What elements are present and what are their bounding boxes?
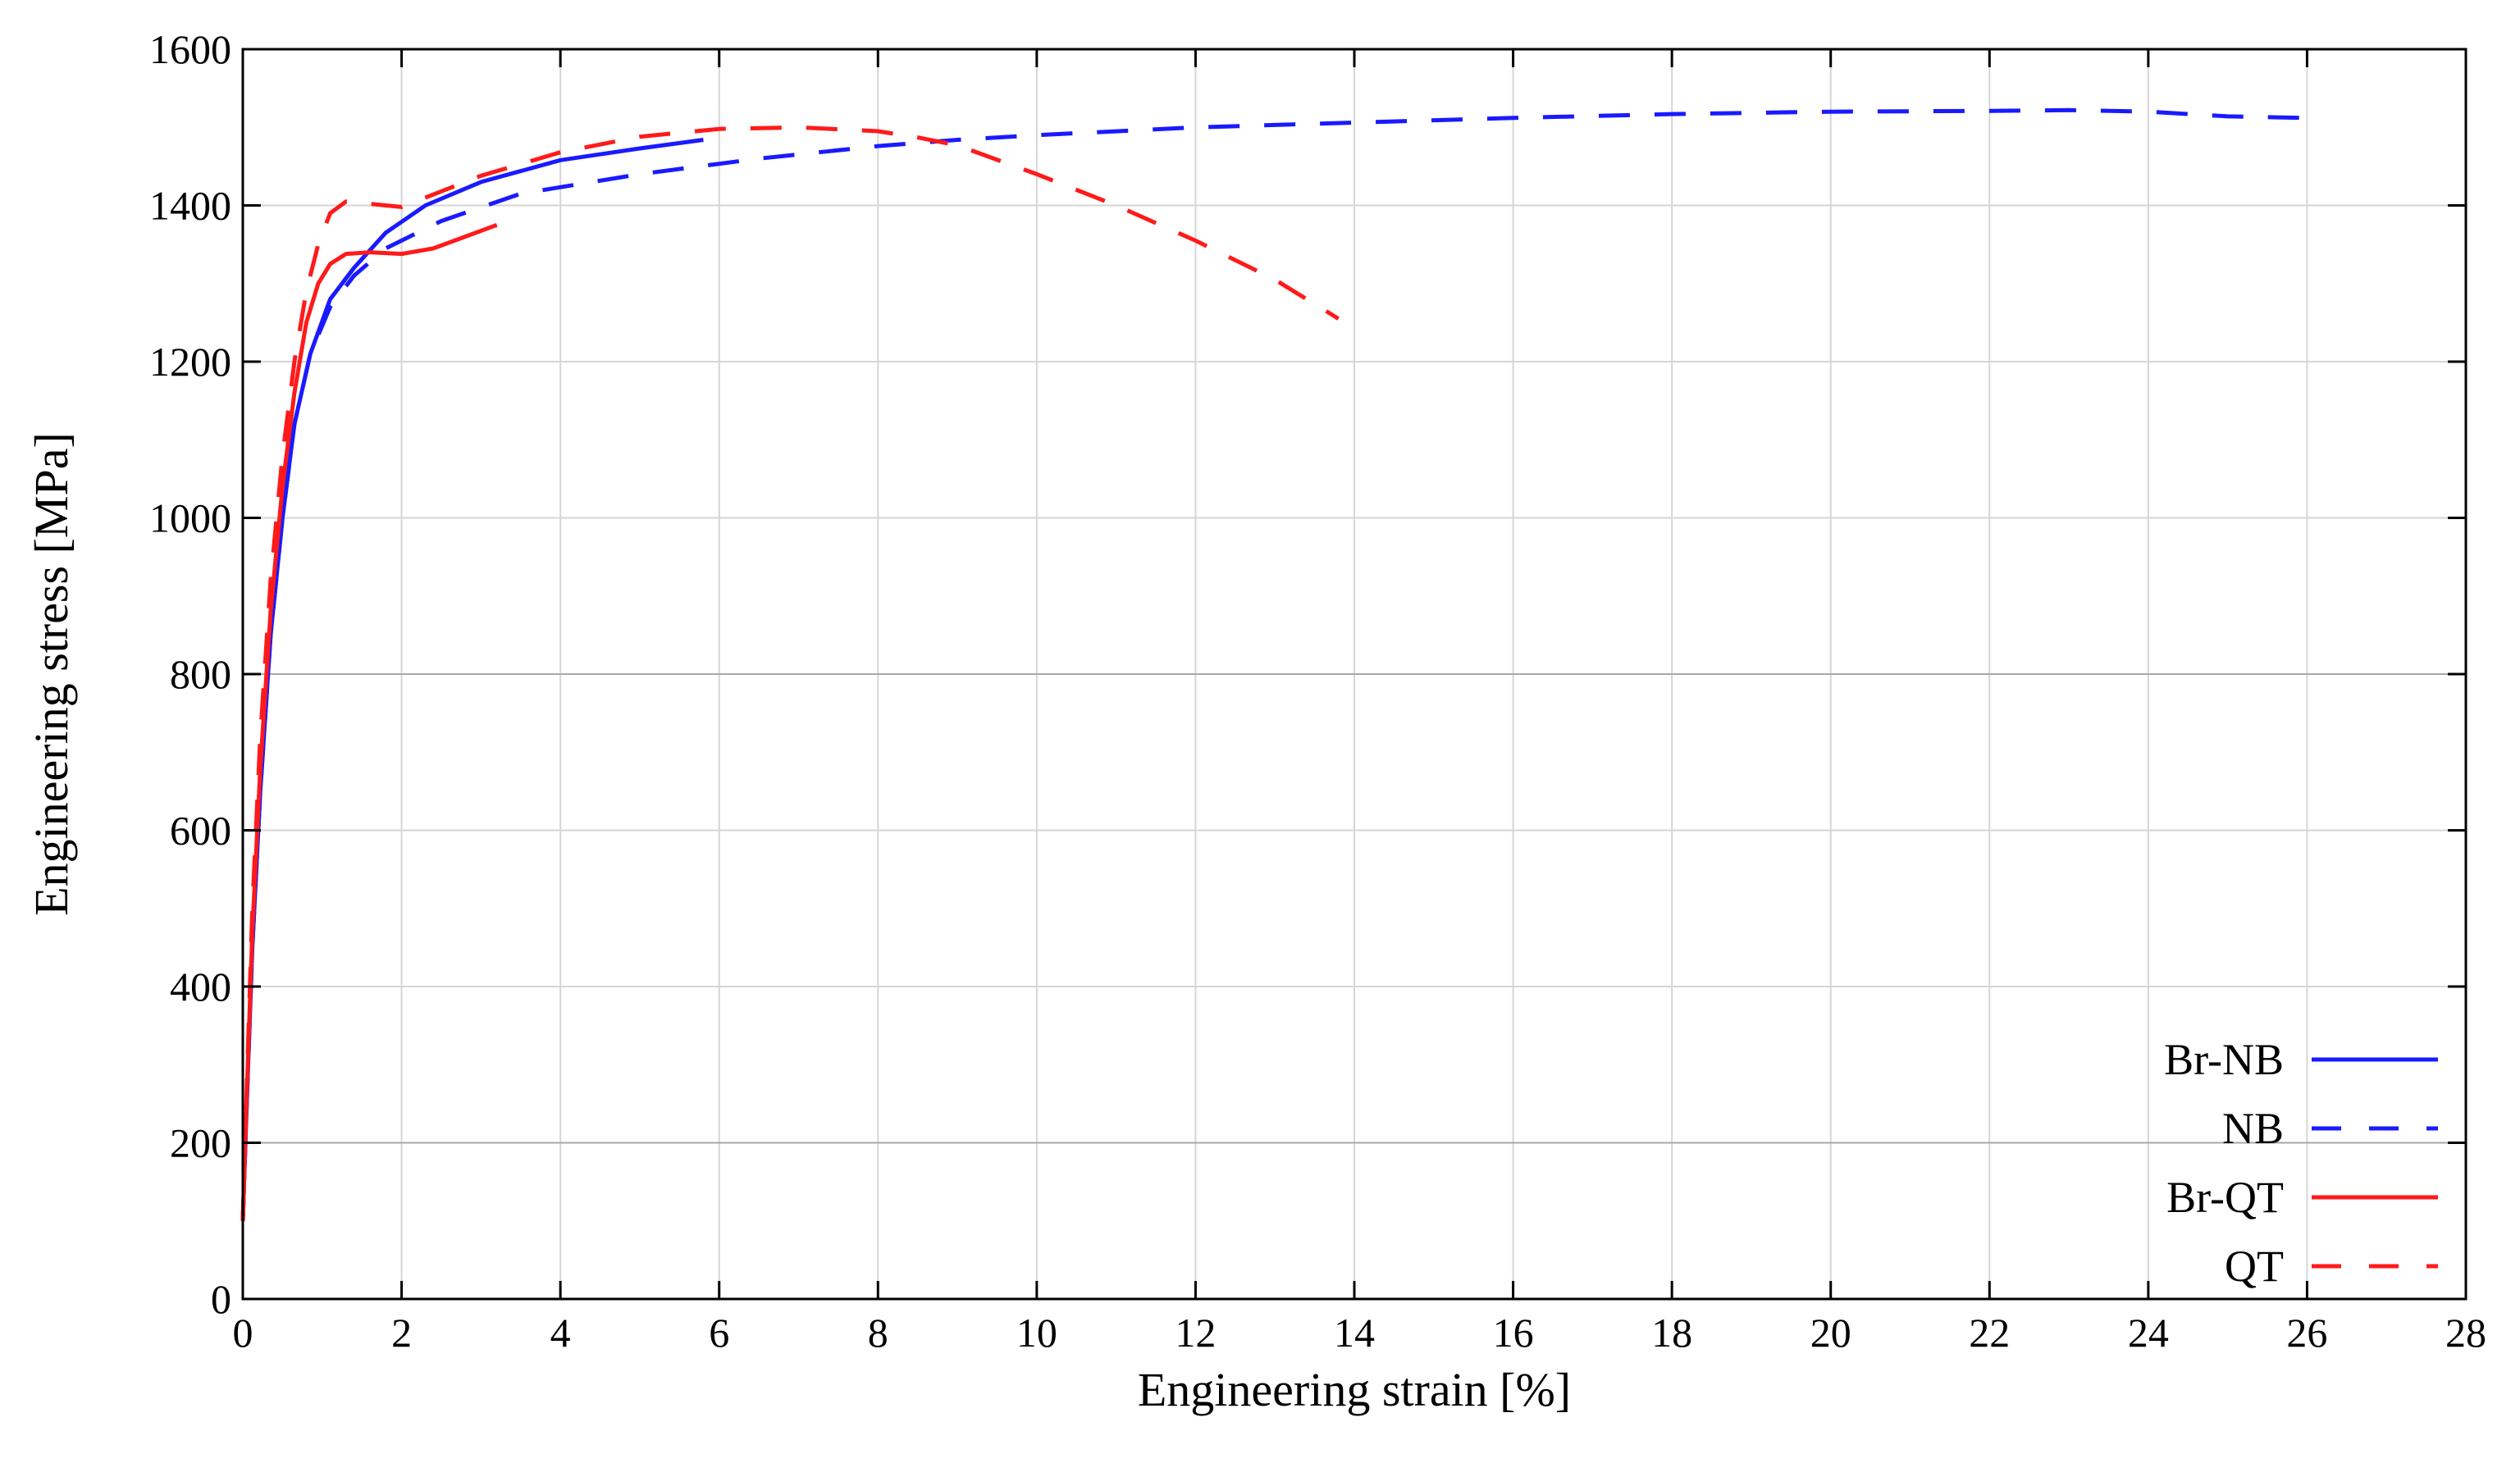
y-tick-label: 1400 bbox=[149, 183, 231, 229]
x-tick-label: 8 bbox=[868, 1310, 888, 1356]
y-tick-label: 1600 bbox=[149, 26, 231, 72]
legend-label: Br-QT bbox=[2166, 1173, 2284, 1222]
legend-label: QT bbox=[2225, 1242, 2284, 1291]
x-tick-label: 2 bbox=[391, 1310, 412, 1356]
x-tick-label: 14 bbox=[1334, 1310, 1375, 1356]
legend-label: Br-NB bbox=[2164, 1035, 2284, 1084]
x-axis-label: Engineering strain [%] bbox=[1138, 1363, 1571, 1416]
x-tick-label: 12 bbox=[1175, 1310, 1216, 1356]
x-tick-label: 26 bbox=[2286, 1310, 2327, 1356]
x-tick-label: 0 bbox=[233, 1310, 253, 1356]
legend-label: NB bbox=[2222, 1104, 2284, 1153]
x-axis-tick-labels: 0 2 4 6 8 10 12 14 16 18 20 22 24 26 28 bbox=[233, 1310, 2487, 1356]
x-tick-label: 24 bbox=[2128, 1310, 2169, 1356]
y-axis-tick-labels: 0 200 400 600 800 1000 1200 1400 1600 bbox=[149, 26, 231, 1322]
x-tick-label: 18 bbox=[1651, 1310, 1692, 1356]
x-tick-label: 28 bbox=[2445, 1310, 2486, 1356]
grid bbox=[243, 49, 2466, 1299]
series-line-br-qt bbox=[240, 222, 498, 1221]
x-tick-label: 16 bbox=[1493, 1310, 1534, 1356]
y-tick-label: 0 bbox=[211, 1276, 231, 1322]
x-tick-label: 10 bbox=[1016, 1310, 1057, 1356]
legend: Br-NB NB Br-QT QT bbox=[2164, 1035, 2438, 1291]
y-tick-label: 600 bbox=[170, 808, 231, 854]
y-tick-label: 800 bbox=[170, 651, 231, 697]
series-line-qt bbox=[240, 125, 1340, 1221]
axis-ticks bbox=[241, 48, 2468, 1301]
y-tick-label: 400 bbox=[170, 964, 231, 1010]
x-tick-label: 20 bbox=[1810, 1310, 1851, 1356]
x-tick-label: 22 bbox=[1969, 1310, 2010, 1356]
series-lines bbox=[240, 107, 2308, 1221]
y-axis-label: Engineering stress [MPa] bbox=[25, 432, 78, 916]
y-tick-label: 200 bbox=[170, 1120, 231, 1166]
y-tick-label: 1200 bbox=[149, 339, 231, 385]
x-tick-label: 6 bbox=[709, 1310, 729, 1356]
y-tick-label: 1000 bbox=[149, 495, 231, 541]
x-tick-label: 4 bbox=[550, 1310, 571, 1356]
